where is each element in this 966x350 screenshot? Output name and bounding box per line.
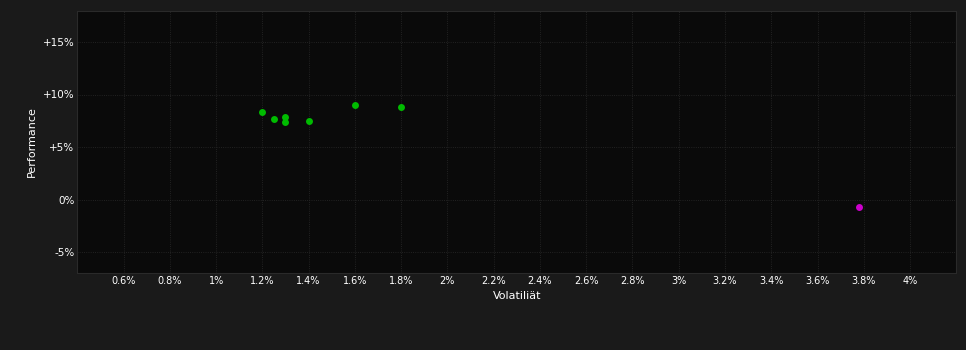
Point: [393, 104, 409, 110]
Point: [347, 102, 362, 108]
Point: [278, 119, 294, 125]
X-axis label: Volatiliät: Volatiliät: [493, 291, 541, 301]
Point: [278, 114, 294, 119]
Point: [300, 118, 316, 124]
Point: [851, 204, 867, 210]
Point: [255, 110, 270, 115]
Y-axis label: Performance: Performance: [27, 106, 38, 177]
Point: [267, 116, 282, 121]
